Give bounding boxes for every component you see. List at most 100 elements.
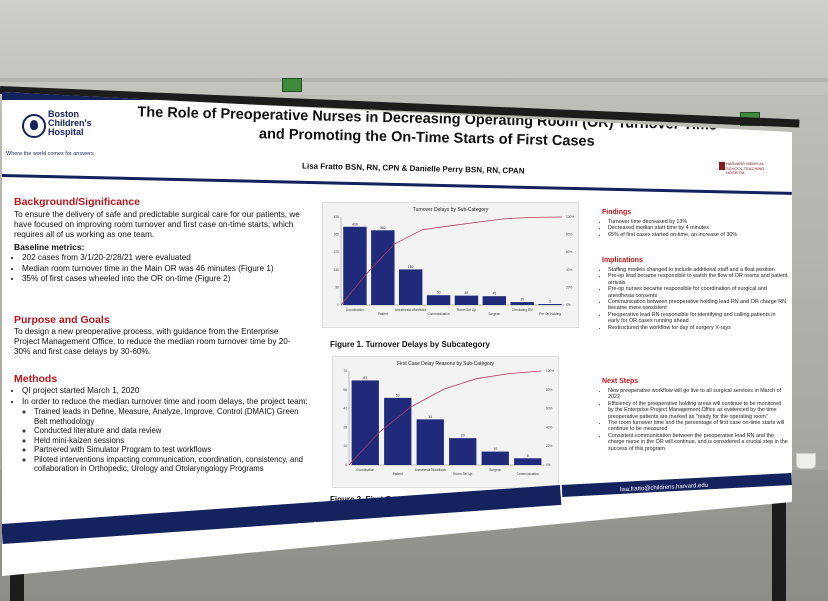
- list-item: Pre-op lead became responsible to watch …: [608, 273, 788, 286]
- baseline-metrics-list: 202 cases from 3/1/20-2/28/21 were evalu…: [12, 253, 312, 285]
- list-item: The room turnover time and the percentag…: [608, 420, 788, 433]
- chart-bar: [351, 380, 379, 465]
- figure2-chart: First Case Delay Reasons by Sub-Category…: [343, 361, 554, 476]
- chart-bar: [510, 302, 534, 305]
- list-item: Piloted interventions impacting communic…: [34, 455, 312, 474]
- y-tick-label: 28: [343, 425, 347, 429]
- list-item: In order to reduce the median turnover t…: [22, 397, 312, 408]
- list-item: 35% of first cases wheeled into the OR o…: [22, 274, 312, 285]
- y2-tick-label: 40%: [546, 425, 553, 429]
- methods-sublist: Trained leads in Define, Measure, Analyz…: [22, 407, 312, 474]
- category-label: Surgeon: [489, 468, 501, 472]
- y2-tick-label: 0%: [546, 463, 551, 467]
- category-label: Anesthesia Workflows: [415, 468, 447, 472]
- hospital-logo-icon: [22, 114, 46, 138]
- y2-tick-label: 80%: [546, 388, 553, 392]
- wall-trim: [0, 78, 828, 82]
- bar-value-label: 50: [396, 393, 400, 397]
- y2-tick-label: 100%: [566, 215, 574, 219]
- category-label: Anesthesia Workflows: [395, 308, 427, 312]
- bar-value-label: 50: [437, 291, 441, 295]
- exit-sign-left: [282, 78, 302, 92]
- chart-bar: [371, 230, 395, 305]
- findings-heading: Findings: [602, 209, 632, 216]
- category-label: Circulating RN: [512, 308, 533, 312]
- bar-value-label: 15: [520, 298, 524, 302]
- list-item: New preoperative workflow will go live t…: [608, 388, 788, 401]
- list-item: Staffing models changed to include addit…: [608, 267, 788, 273]
- y2-tick-label: 60%: [566, 250, 573, 254]
- chart-title: First Case Delay Reasons by Sub-Category: [397, 361, 494, 367]
- methods-heading: Methods: [14, 373, 58, 385]
- category-label: Communication: [427, 312, 449, 316]
- list-item: Turnover time decreased by 13%: [608, 219, 788, 225]
- list-item: Pre-op nurses became responsible for coo…: [608, 286, 788, 299]
- baseline-metrics-heading: Baseline metrics:: [14, 242, 85, 252]
- chart-bar: [514, 458, 542, 465]
- bar-value-label: 400: [352, 222, 358, 226]
- chart-bar: [482, 296, 507, 305]
- y-tick-label: 14: [343, 444, 347, 448]
- y-tick-label: 56: [343, 388, 347, 392]
- cumulative-line: [340, 216, 562, 306]
- chart-bar: [449, 438, 477, 465]
- y2-tick-label: 100%: [546, 369, 554, 373]
- list-item: Preoperative lead RN responsible for ide…: [608, 312, 788, 325]
- figure2-chart-panel: First Case Delay Reasons by Sub-Category…: [332, 356, 559, 488]
- list-item: Median room turnover time in the Main OR…: [22, 264, 312, 275]
- category-label: Coordination: [356, 468, 374, 472]
- figure1-chart: Turnover Delays by Sub-Category 400 Coordi…: [334, 207, 575, 316]
- category-label: Surgeon: [488, 312, 500, 316]
- y-tick-label: 180: [334, 268, 340, 272]
- research-poster: Boston Children's Hospital Where the wor…: [2, 92, 792, 576]
- harvard-affiliation: HARVARD MEDICAL SCHOOL TEACHING HOSPITAL: [726, 161, 765, 175]
- bar-value-label: 382: [380, 226, 386, 230]
- bar-value-label: 5: [549, 300, 551, 304]
- figure1-chart-panel: Turnover Delays by Sub-Category 400 Coordi…: [322, 202, 579, 328]
- background-text: To ensure the delivery of safe and predi…: [14, 210, 300, 239]
- category-label: Room Set Up: [453, 472, 472, 476]
- list-item: Conducted literature and data review: [34, 426, 312, 436]
- list-item: Trained leads in Define, Measure, Analyz…: [34, 407, 312, 426]
- next-steps-list: New preoperative workflow will go live t…: [600, 388, 788, 452]
- y-tick-label: 90: [335, 285, 339, 289]
- category-label: Patient: [393, 472, 403, 476]
- cumulative-line: [348, 370, 542, 466]
- chart-bar: [398, 269, 423, 305]
- harvard-shield-icon: [719, 162, 725, 170]
- bar-value-label: 34: [428, 415, 432, 419]
- list-item: Held mini-kaizen sessions: [34, 436, 312, 446]
- bar-value-label: 48: [464, 291, 468, 295]
- y-tick-label: 70: [343, 369, 347, 373]
- list-item: Restructured the workflow for day of sur…: [608, 325, 788, 331]
- chart-bar: [426, 295, 451, 305]
- header-divider: [2, 174, 792, 195]
- chart-bar: [343, 226, 367, 305]
- implications-heading: Implications: [602, 257, 643, 264]
- background-heading: Background/Significance: [14, 196, 141, 208]
- list-item: Efficiency of the preoperative holding a…: [608, 401, 788, 420]
- y-tick-label: 42: [343, 407, 347, 411]
- figure1-caption: Figure 1. Turnover Delays by Subcategory: [330, 340, 490, 349]
- chart-bar: [416, 419, 444, 465]
- y-tick-label: 450: [334, 215, 340, 219]
- list-item: QI project started March 1, 2020: [22, 386, 312, 397]
- purpose-heading: Purpose and Goals: [14, 314, 110, 326]
- hospital-brand: Boston Children's Hospital: [48, 109, 92, 137]
- y2-tick-label: 80%: [566, 233, 573, 237]
- list-item: Communication between preoperative holdi…: [608, 299, 788, 312]
- bar-value-label: 45: [492, 292, 496, 296]
- chart-bar: [454, 295, 479, 305]
- y-tick-label: 0: [345, 463, 347, 467]
- bar-value-label: 63: [363, 376, 367, 380]
- purpose-text: To design a new preoperative process, wi…: [14, 327, 291, 356]
- category-label: Coordination: [346, 308, 364, 312]
- category-label: Room Set Up: [457, 308, 476, 312]
- hospital-tagline: Where the world comes for answers: [6, 151, 94, 157]
- list-item: 65% of first cases started on-time, an i…: [608, 232, 788, 238]
- list-item: 202 cases from 3/1/20-2/28/21 were evalu…: [22, 253, 312, 264]
- category-label: Pre Op Holding: [539, 312, 561, 316]
- y-tick-label: 270: [334, 250, 340, 254]
- chart-bar: [538, 304, 562, 305]
- poster-authors: Lisa Fratto BSN, RN, CPN & Danielle Perr…: [301, 161, 525, 176]
